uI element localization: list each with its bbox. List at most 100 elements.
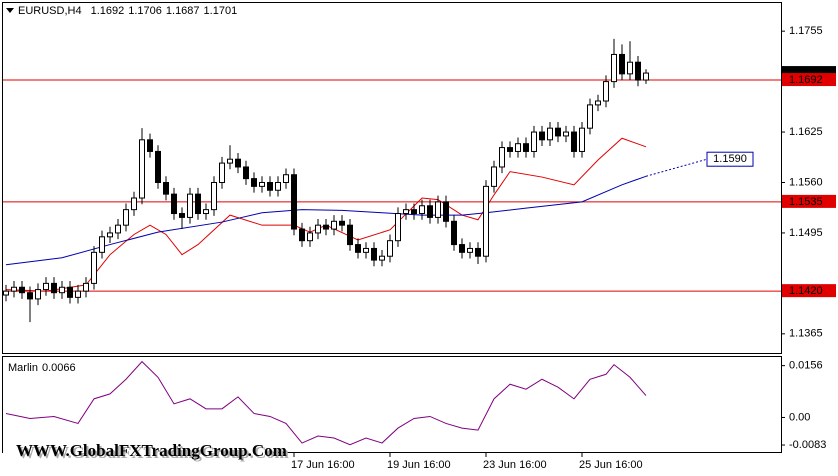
- candle-body: [355, 244, 361, 253]
- candle-body: [251, 178, 257, 187]
- level-box: [782, 73, 836, 87]
- candle-body: [131, 197, 137, 211]
- candle-body: [107, 232, 113, 238]
- collapse-icon: [6, 8, 14, 13]
- candle-body: [115, 224, 121, 234]
- candle-body: [459, 244, 465, 253]
- y-tick-label: 1.1365: [789, 328, 823, 340]
- candle-body: [419, 205, 425, 215]
- candle-body: [35, 289, 41, 300]
- candle-body: [635, 61, 641, 81]
- candle-body: [499, 147, 505, 168]
- candle-body: [307, 232, 313, 242]
- header-high: 1.1706: [128, 5, 162, 17]
- candle-body: [555, 127, 561, 137]
- candle-body: [211, 181, 217, 211]
- x-tick-label: 17 Jun 16:00: [291, 459, 355, 471]
- candle-body: [43, 282, 49, 291]
- y-tick-label: 1.1495: [789, 227, 823, 239]
- candle-body: [155, 150, 161, 183]
- x-tick-label: 23 Jun 16:00: [483, 459, 547, 471]
- symbol: EURUSD,H4: [18, 5, 82, 17]
- watermark-background: [3, 436, 271, 470]
- projection: [645, 158, 708, 177]
- candle-body: [11, 286, 17, 292]
- y-tick-label: 0.00: [789, 411, 810, 423]
- indicator-header: Marlin 0.0066: [8, 362, 76, 374]
- watermark-shadow: WWW.GlobalFXTradingGroup.Com: [18, 443, 289, 462]
- candle-body: [283, 174, 289, 183]
- level-box: [782, 284, 836, 298]
- candle-body: [227, 158, 233, 164]
- candle-body: [179, 213, 185, 218]
- indicator-panel: [2, 356, 782, 453]
- candle-body: [219, 162, 225, 183]
- level-box: [782, 194, 836, 208]
- candle-body: [51, 282, 57, 294]
- candle-body: [147, 139, 153, 152]
- candle-body: [99, 236, 105, 253]
- candle-body: [579, 127, 585, 152]
- candle-body: [339, 220, 345, 226]
- candle-body: [75, 290, 81, 298]
- candle-body: [523, 143, 529, 152]
- candle-body: [611, 53, 617, 83]
- candle-body: [163, 181, 169, 195]
- candle-body: [595, 100, 601, 106]
- candle-body: [491, 166, 497, 187]
- y-tick-label: 1.1755: [789, 25, 823, 37]
- candle-body: [123, 209, 129, 226]
- candle-body: [323, 224, 329, 230]
- candle-body: [427, 205, 433, 218]
- candle-body: [363, 247, 369, 253]
- candle-body: [331, 220, 337, 230]
- x-tick-label: 25 Jun 16:00: [579, 459, 643, 471]
- candle-body: [443, 201, 449, 222]
- candle-body: [531, 131, 537, 152]
- candle-body: [27, 292, 33, 300]
- candle-body: [403, 209, 409, 215]
- candle-body: [275, 181, 281, 191]
- y-tick-label: 1.1625: [789, 126, 823, 138]
- candle-body: [299, 228, 305, 242]
- candle-body: [411, 209, 417, 215]
- candle-body: [379, 255, 385, 261]
- header-close: 1.1701: [204, 5, 238, 17]
- candle-body: [19, 286, 25, 294]
- candle-body: [507, 147, 513, 152]
- candle-body: [483, 185, 489, 257]
- candle-body: [59, 286, 65, 294]
- y-tick-label: 1.1560: [789, 176, 823, 188]
- target-label: 1.1590: [713, 153, 747, 165]
- candle-body: [267, 181, 273, 191]
- candle-body: [627, 61, 633, 75]
- y-tick-label: -0.0083: [789, 439, 826, 451]
- candle-body: [547, 127, 553, 141]
- candle-body: [467, 247, 473, 253]
- header: EURUSD,H4 1.1692 1.1706 1.1687 1.1701: [18, 5, 237, 17]
- candle-body: [395, 213, 401, 242]
- candle-body: [539, 131, 545, 141]
- candle-body: [171, 193, 177, 215]
- candle-body: [91, 251, 97, 284]
- header-low: 1.1687: [166, 5, 200, 17]
- candle-body: [315, 224, 321, 234]
- candle-body: [571, 131, 577, 152]
- candle-body: [347, 224, 353, 246]
- level-label: 1.1535: [789, 196, 823, 208]
- candle-body: [587, 104, 593, 129]
- candle-body: [139, 139, 145, 199]
- watermark-box: WWW.GlobalFXTradingGroup.Com WWW.GlobalF…: [3, 436, 289, 470]
- moving-average: [5, 175, 647, 266]
- candle-body: [259, 181, 265, 187]
- candle-body: [3, 290, 9, 296]
- candle-body: [451, 220, 457, 246]
- candle-body: [563, 131, 569, 137]
- x-tick-label: 19 Jun 16:00: [387, 459, 451, 471]
- candle-body: [619, 53, 625, 75]
- level-label: 1.1420: [789, 285, 823, 297]
- indicator-value: 0.0066: [42, 362, 76, 374]
- candle-body: [515, 143, 521, 152]
